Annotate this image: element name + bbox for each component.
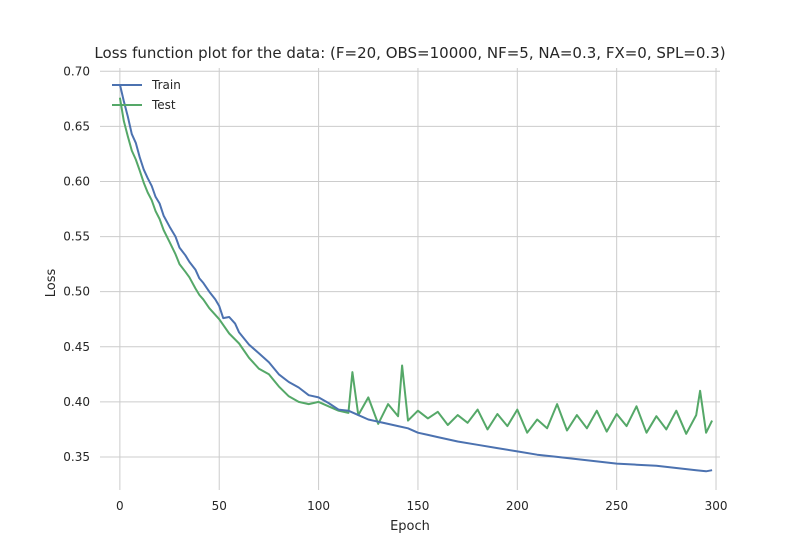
y-tick-label: 0.35 (63, 450, 90, 464)
series-line-test (118, 97, 713, 435)
y-tick-label: 0.60 (63, 174, 90, 188)
x-tick-label: 300 (705, 499, 728, 513)
y-tick-label: 0.45 (63, 340, 90, 354)
series-line-train (118, 84, 713, 473)
series-lines (118, 84, 713, 473)
y-axis-label: Loss (44, 269, 59, 298)
x-tick-label: 50 (212, 499, 227, 513)
y-tick-label: 0.70 (63, 64, 90, 78)
y-tick-label: 0.40 (63, 395, 90, 409)
y-tick-label: 0.55 (63, 230, 90, 244)
x-tick-label: 150 (406, 499, 429, 513)
chart-title: Loss function plot for the data: (F=20, … (94, 44, 725, 62)
y-tick-label: 0.50 (63, 285, 90, 299)
x-axis-label: Epoch (390, 519, 430, 534)
legend-label-train: Train (151, 78, 181, 92)
y-tick-label: 0.65 (63, 119, 90, 133)
x-tick-label: 250 (605, 499, 628, 513)
legend: Train Test (112, 78, 181, 112)
grid-lines (100, 68, 720, 490)
tick-labels: 0 50 100 150 200 250 300 0.35 0.40 0.45 0.50 0.55 0.… (63, 64, 727, 513)
x-tick-label: 0 (116, 499, 124, 513)
x-tick-label: 100 (307, 499, 330, 513)
legend-label-test: Test (151, 98, 176, 112)
x-tick-label: 200 (506, 499, 529, 513)
